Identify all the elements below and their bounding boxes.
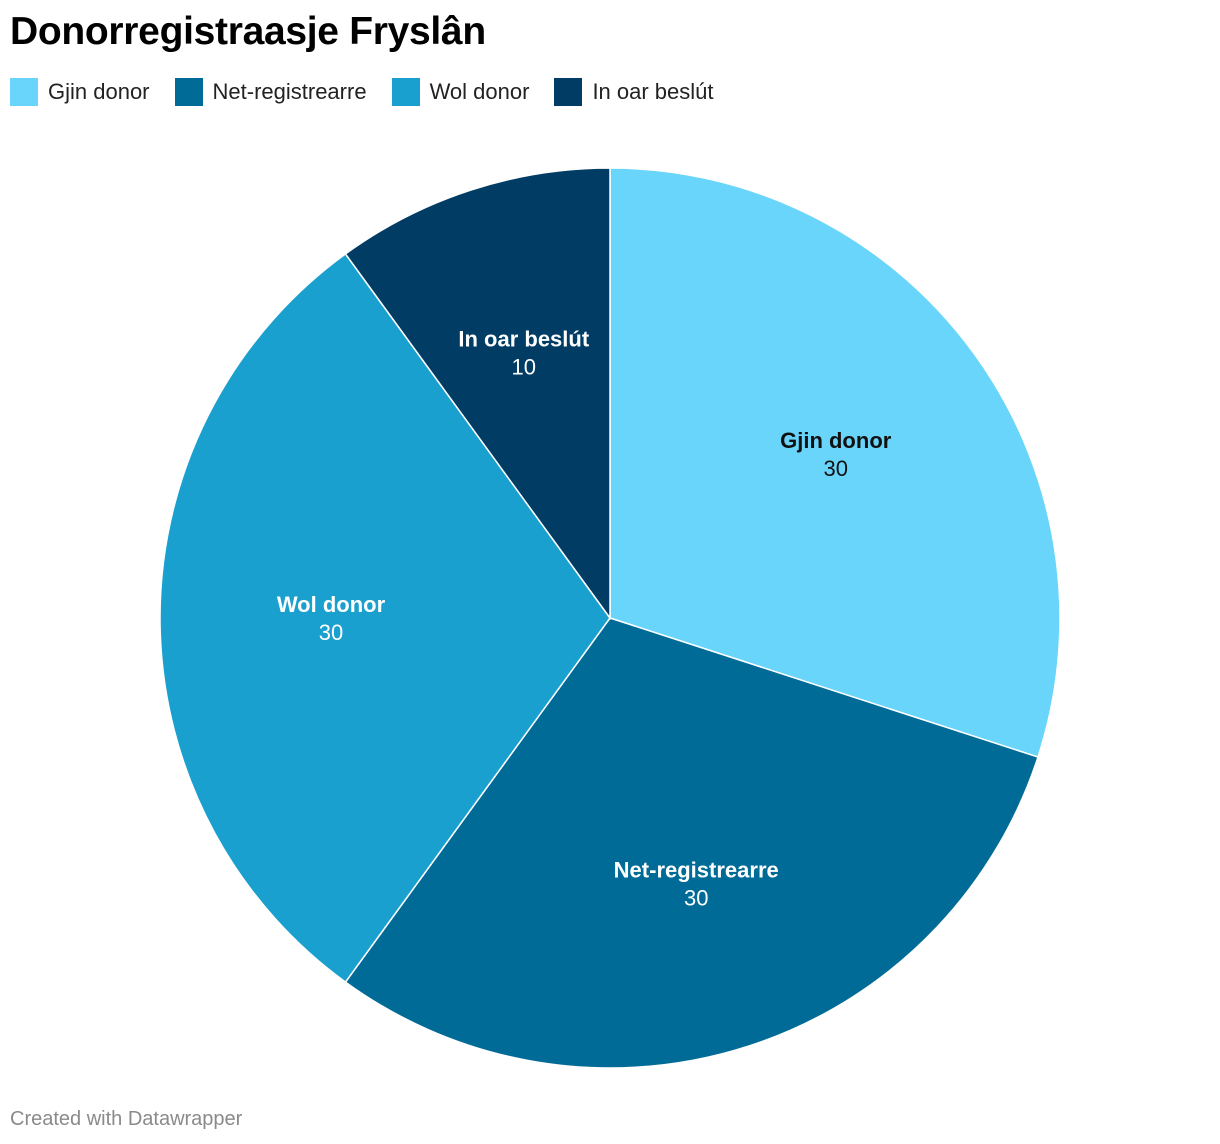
slice-label: Wol donor — [277, 592, 386, 617]
pie-slice — [344, 167, 611, 621]
slice-label: In oar beslút — [458, 327, 589, 352]
legend-swatch — [554, 78, 583, 106]
pie-slice — [609, 167, 1061, 759]
slice-value-label: 10 — [512, 355, 536, 380]
slice-value-label: 30 — [684, 885, 708, 910]
pie-slice — [344, 617, 1039, 1069]
legend-item: Net-registrearre — [174, 78, 367, 106]
pie-slice — [159, 252, 611, 984]
legend-item: Gjin donor — [10, 78, 150, 106]
legend: Gjin donor Net-registrearre Wol donor In… — [10, 78, 739, 106]
legend-swatch — [174, 78, 203, 106]
legend-swatch — [391, 78, 420, 106]
slice-label: Gjin donor — [780, 428, 892, 453]
legend-label: Net-registrearre — [212, 79, 367, 104]
legend-label: Gjin donor — [48, 79, 150, 104]
legend-label: In oar beslút — [592, 79, 714, 104]
legend-item: In oar beslút — [554, 78, 714, 106]
slice-value-label: 30 — [823, 456, 847, 481]
legend-item: Wol donor — [391, 78, 530, 106]
chart-title: Donorregistraasje Fryslân — [10, 10, 486, 53]
legend-swatch — [10, 78, 38, 106]
legend-label: Wol donor — [429, 79, 530, 104]
slice-label: Net-registrearre — [614, 857, 779, 882]
footer-credit: Created with Datawrapper — [10, 1108, 243, 1130]
slice-value-label: 30 — [319, 620, 343, 645]
